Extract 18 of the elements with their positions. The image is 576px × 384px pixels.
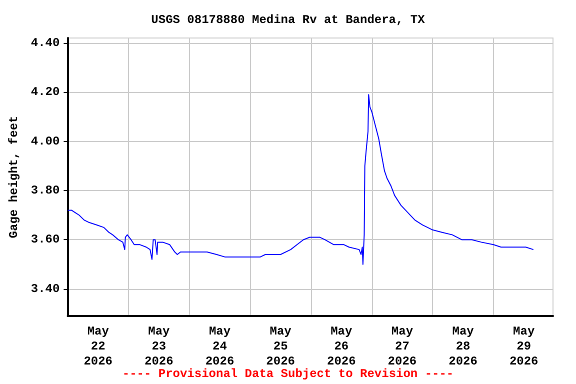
x-tick-label: May 22 2026 (84, 324, 113, 368)
x-tick-label: May 27 2026 (388, 324, 417, 368)
y-tick-label: 4.40 (30, 36, 60, 50)
x-tick-label: May 24 2026 (205, 324, 234, 368)
x-tick-label: May 28 2026 (448, 324, 478, 368)
y-tick-label: 3.40 (30, 282, 60, 296)
y-tick-label: 4.00 (30, 134, 60, 148)
y-tick-label: 3.80 (30, 184, 60, 198)
y-tick-label: 3.60 (30, 232, 60, 247)
x-tick-label: May 23 2026 (144, 324, 174, 368)
y-tick-label: 4.20 (30, 85, 60, 100)
chart-title: USGS 08178880 Medina Rv at Bandera, TX (151, 13, 426, 27)
text: ---- Provisional Data Subject to Revision ---- (122, 367, 454, 381)
y-axis-title: Gage height, feet (7, 116, 21, 238)
x-tick-label: May 25 2026 (266, 324, 295, 368)
x-tick-label: May 29 2026 (509, 324, 538, 368)
x-tick-label: May 26 2026 (326, 324, 356, 368)
line-series (67, 94, 534, 265)
